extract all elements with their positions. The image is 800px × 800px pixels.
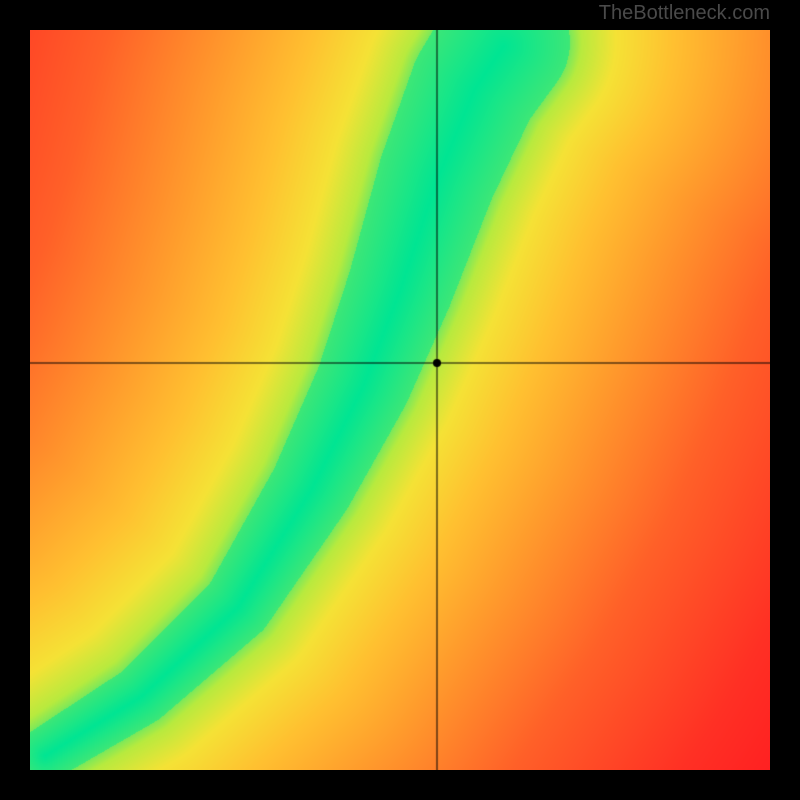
bottleneck-heatmap: [30, 30, 770, 770]
heatmap-canvas: [30, 30, 770, 770]
watermark-text: TheBottleneck.com: [599, 2, 770, 25]
